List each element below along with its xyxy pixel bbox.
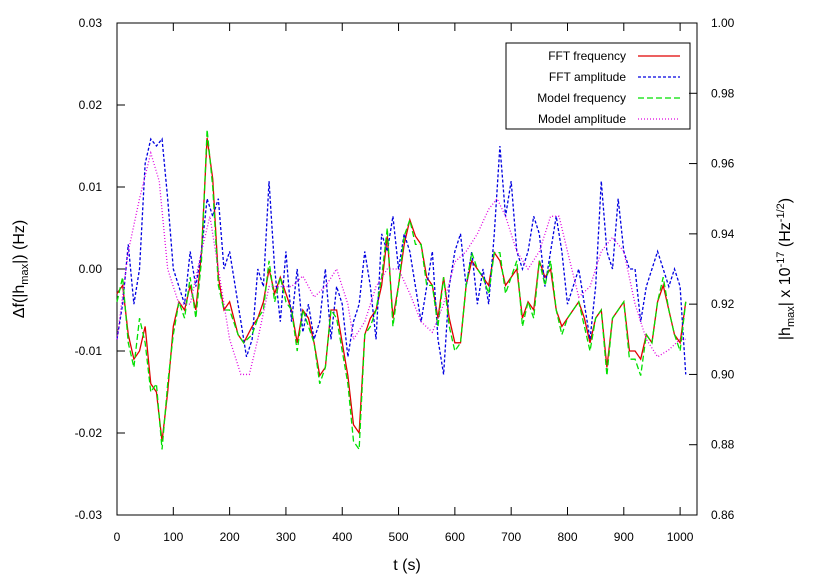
- x-tick-label: 600: [445, 530, 465, 544]
- y-tick-label: -0.01: [75, 344, 103, 358]
- x-tick-label: 400: [332, 530, 352, 544]
- y2-tick-label: 0.92: [711, 297, 735, 311]
- x-tick-label: 700: [501, 530, 521, 544]
- y2-axis-label: |hmax| x 10-17 (Hz-1/2): [775, 198, 797, 340]
- y2-tick-label: 0.88: [711, 438, 735, 452]
- x-tick-label: 900: [614, 530, 634, 544]
- y-tick-label: 0.03: [79, 16, 103, 30]
- y2-tick-label: 1.00: [711, 16, 735, 30]
- y2-tick-label: 0.86: [711, 508, 735, 522]
- label-part: -1/2: [775, 203, 787, 222]
- x-tick-label: 0: [114, 530, 121, 544]
- y2-tick-label: 0.96: [711, 157, 735, 171]
- series-line: [116, 137, 687, 442]
- y2-tick-label: 0.94: [711, 227, 735, 241]
- label-part: |) (Hz): [11, 220, 28, 264]
- y-tick-label: 0.02: [79, 98, 103, 112]
- legend: [505, 42, 691, 130]
- legend-label: Model frequency: [537, 91, 626, 105]
- series-line: [116, 150, 686, 376]
- y-tick-label: -0.02: [75, 426, 103, 440]
- label-part: ): [777, 198, 794, 203]
- y2-tick-label: 0.98: [711, 86, 735, 100]
- legend-label: FFT amplitude: [549, 70, 626, 84]
- legend-label: FFT frequency: [548, 49, 626, 63]
- x-axis-label: t (s): [393, 557, 421, 574]
- label-part: -17: [775, 252, 787, 268]
- y2-tick-label: 0.90: [711, 367, 735, 381]
- x-tick-label: 200: [220, 530, 240, 544]
- legend-label: Model amplitude: [538, 112, 626, 126]
- y-axis-label: Δf(|hmax|) (Hz): [11, 220, 31, 318]
- x-tick-label: 1000: [667, 530, 694, 544]
- label-part: max: [785, 306, 797, 327]
- y-tick-label: 0.00: [79, 262, 103, 276]
- series-line: [116, 137, 687, 375]
- series-line: [116, 129, 687, 452]
- label-part: |h: [777, 327, 794, 340]
- y-tick-label: -0.03: [75, 508, 103, 522]
- x-tick-label: 800: [557, 530, 577, 544]
- label-part: | x 10: [777, 267, 794, 306]
- y-tick-label: 0.01: [79, 180, 103, 194]
- label-part: max: [19, 263, 31, 284]
- x-tick-label: 500: [389, 530, 409, 544]
- label-part: Δf(|h: [11, 285, 28, 319]
- label-part: (Hz: [777, 222, 794, 251]
- x-tick-label: 300: [276, 530, 296, 544]
- x-tick-label: 100: [163, 530, 183, 544]
